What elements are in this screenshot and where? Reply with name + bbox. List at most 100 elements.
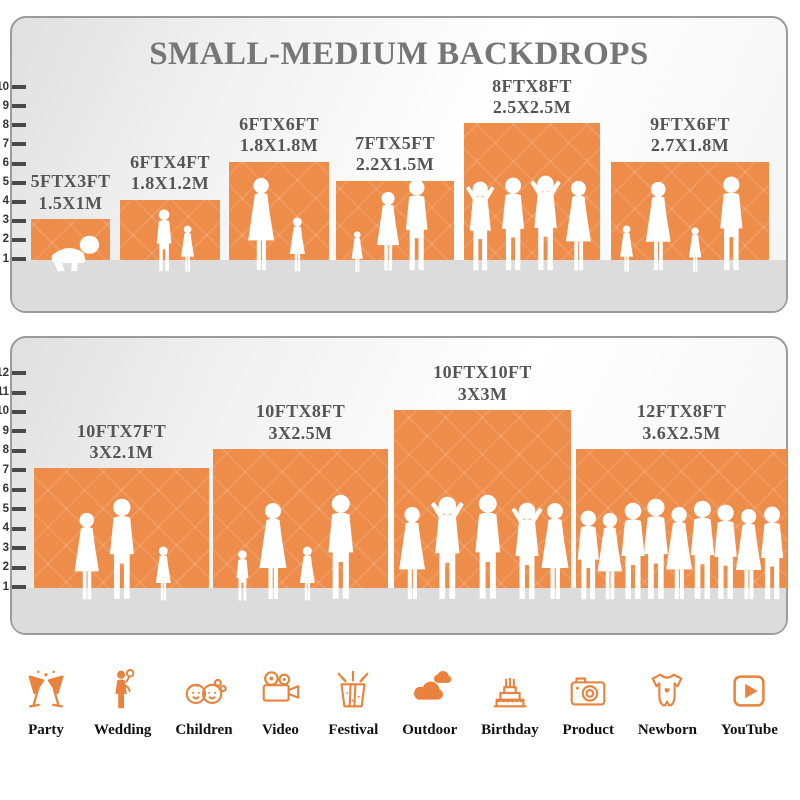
size-ft-label: 5FTX3FT xyxy=(30,171,111,192)
ruler-tick-1: 1 xyxy=(3,253,26,265)
size-ft-label: 9FTX6FT xyxy=(650,114,730,135)
person-silhouette-woman xyxy=(251,502,295,602)
ruler-tick-number: 2 xyxy=(2,233,9,246)
ruler-tick-number: 5 xyxy=(2,502,9,515)
ruler-tick-number: 1 xyxy=(2,252,9,265)
backdrop-size-label: 6FTX4FT 1.8X1.2M xyxy=(130,152,210,194)
product-icon xyxy=(564,666,612,714)
ruler-tick-number: 5 xyxy=(2,176,9,189)
category-children[interactable]: Children xyxy=(175,666,233,739)
ruler-tick-number: 3 xyxy=(2,541,9,554)
person-silhouette-woman xyxy=(558,180,599,273)
size-m-label: 2.2X1.5M xyxy=(355,154,435,175)
size-m-label: 3.6X2.5M xyxy=(642,422,721,443)
person-silhouette-woman xyxy=(590,512,630,602)
ruler-tick-number: 6 xyxy=(2,157,9,169)
ruler-tick-11: 11 xyxy=(0,386,26,398)
category-label: Party xyxy=(28,722,64,738)
category-newborn[interactable]: Newborn xyxy=(638,666,697,739)
ruler-top: 1 2 3 4 5 6 7 8 9 10 xyxy=(0,18,786,311)
person-silhouette-man xyxy=(611,502,655,602)
ruler-tick-4: 4 xyxy=(3,195,26,207)
size-m-label: 2.5X2.5M xyxy=(492,97,572,118)
person-silhouette-woman xyxy=(370,191,406,273)
category-label: Children xyxy=(175,722,233,738)
backdrop-6ftx4ft xyxy=(120,199,220,260)
person-silhouette-woman xyxy=(728,508,769,602)
size-ft-label: 10FTX7FT xyxy=(76,420,167,441)
category-video[interactable]: Video xyxy=(256,666,304,739)
ruler-tick-9: 9 xyxy=(3,425,26,437)
ruler-tick-3: 3 xyxy=(3,214,26,226)
person-silhouette-man xyxy=(231,550,254,602)
category-label: Newborn xyxy=(637,722,697,738)
person-silhouette-woman xyxy=(151,546,176,602)
size-ft-label: 8FTX8FT xyxy=(492,75,572,96)
floor-strip xyxy=(12,588,786,633)
backdrop-9ftx6ft xyxy=(611,161,769,260)
ruler-tick-9: 9 xyxy=(3,100,26,112)
backdrop-size-label: 10FTX8FT 3X2.5M xyxy=(256,401,345,443)
person-silhouette-man xyxy=(396,179,437,273)
ruler-tick-5: 5 xyxy=(3,176,26,188)
size-m-label: 2.7X1.8M xyxy=(650,135,730,156)
person-silhouette-woman xyxy=(533,502,577,602)
outdoor-icon xyxy=(406,666,454,714)
backdrop-size-label: 9FTX6FT 2.7X1.8M xyxy=(650,114,730,156)
size-ft-label: 10FTX8FT xyxy=(255,401,346,422)
category-product[interactable]: Product xyxy=(563,666,614,739)
ruler-tick-6: 6 xyxy=(3,157,26,169)
category-youtube[interactable]: YouTube xyxy=(721,666,778,739)
ruler-tick-5: 5 xyxy=(3,503,26,515)
person-silhouette-man xyxy=(464,494,512,602)
page-title: SMALL-MEDIUM BACKDROPS xyxy=(149,36,649,72)
category-label: Product xyxy=(562,722,614,738)
ruler-tick-7: 7 xyxy=(3,464,26,476)
backdrop-size-label: 10FTX10FT 3X3M xyxy=(433,362,532,404)
category-festival[interactable]: Festival xyxy=(328,666,378,739)
ruler-tick-number: 8 xyxy=(2,118,9,131)
category-label: Festival xyxy=(328,722,379,738)
ruler-tick-number: 11 xyxy=(0,386,9,398)
person-silhouette-man xyxy=(99,498,145,602)
ruler-tick-number: 7 xyxy=(2,137,9,150)
category-label: Wedding xyxy=(93,722,152,738)
ruler-tick-4: 4 xyxy=(3,522,26,534)
person-silhouette-woman xyxy=(348,231,366,273)
newborn-icon xyxy=(643,666,691,714)
ruler-tick-number: 9 xyxy=(2,99,9,112)
size-ft-label: 6FTX4FT xyxy=(130,152,210,173)
category-party[interactable]: Party xyxy=(22,666,70,739)
size-m-label: 3X2.5M xyxy=(268,422,333,443)
festival-icon xyxy=(329,666,377,714)
person-silhouette-man xyxy=(704,504,747,602)
category-label: Birthday xyxy=(481,722,539,738)
person-silhouette-woman xyxy=(177,225,198,273)
person-silhouette-man2 xyxy=(505,502,549,602)
size-m-label: 3X2.1M xyxy=(89,442,154,463)
person-silhouette-baby xyxy=(41,233,103,273)
panel-medium-large: 123456789101112 10FTX7FT3X2.1M10FTX8FT3X… xyxy=(0,336,788,635)
person-silhouette-woman xyxy=(67,512,107,602)
category-wedding[interactable]: Wedding xyxy=(93,666,152,739)
ruler-tick-2: 2 xyxy=(3,561,26,573)
size-m-label: 1.8X1.8M xyxy=(239,135,319,156)
person-silhouette-man xyxy=(492,177,534,273)
ruler-tick-number: 4 xyxy=(2,195,9,208)
person-silhouette-man xyxy=(633,498,679,602)
children-icon xyxy=(180,666,228,714)
person-silhouette-man xyxy=(568,510,608,602)
panel-small-medium: SMALL-MEDIUM BACKDROPS 1 2 3 4 5 6 7 8 9 10 5FTX3… xyxy=(0,16,788,313)
ruler-tick-1: 1 xyxy=(3,581,26,593)
video-icon xyxy=(256,666,304,714)
category-label: YouTube xyxy=(720,722,778,738)
ruler-tick-6: 6 xyxy=(3,483,26,495)
ruler-tick-7: 7 xyxy=(3,138,26,150)
size-ft-label: 6FTX6FT xyxy=(239,114,319,135)
category-outdoor[interactable]: Outdoor xyxy=(402,666,457,739)
person-silhouette-woman xyxy=(391,506,433,602)
category-birthday[interactable]: Birthday xyxy=(481,666,539,739)
ruler-tick-number: 6 xyxy=(2,483,9,496)
person-silhouette-man xyxy=(680,500,725,602)
